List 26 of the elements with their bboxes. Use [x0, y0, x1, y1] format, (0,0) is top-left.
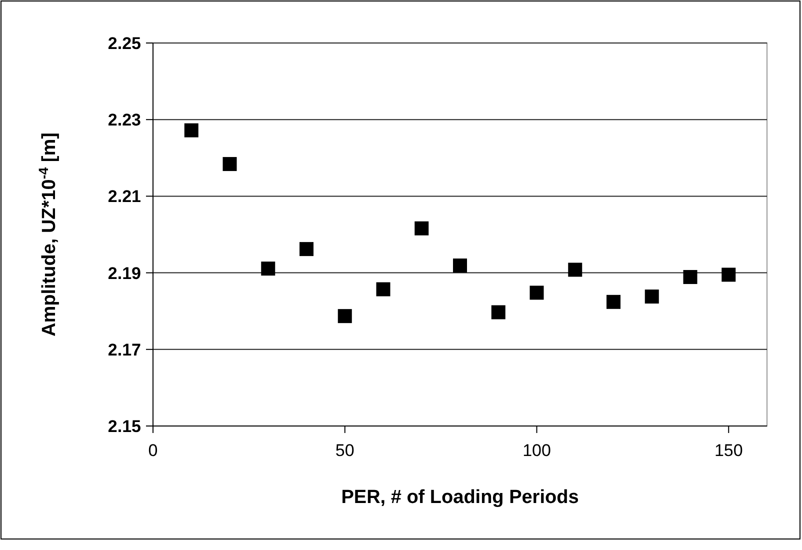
- point: [338, 309, 352, 324]
- y-tick-label: 2.15: [108, 416, 141, 436]
- x-tick-label: 150: [714, 441, 743, 460]
- x-tick-label: 50: [335, 441, 354, 460]
- y-tick-label: 2.23: [108, 110, 141, 130]
- point: [568, 262, 582, 277]
- point: [300, 242, 314, 256]
- y-tick-label: 2.17: [108, 340, 141, 360]
- point: [222, 157, 237, 172]
- point: [606, 294, 620, 309]
- point: [530, 286, 544, 300]
- point: [376, 282, 390, 296]
- point: [453, 258, 467, 273]
- point: [184, 123, 198, 138]
- y-tick-label: 2.19: [108, 264, 141, 283]
- x-tick-label: 100: [522, 441, 551, 460]
- point: [683, 270, 698, 284]
- point: [644, 290, 659, 304]
- y-tick-label: 2.21: [108, 187, 141, 206]
- point: [491, 305, 506, 320]
- x-tick-label: 0: [148, 441, 158, 460]
- point: [414, 221, 429, 236]
- point: [722, 268, 736, 282]
- x-axis-title: PER, # of Loading Periods: [341, 487, 579, 508]
- y-tick-label: 2.25: [108, 34, 141, 53]
- point: [261, 262, 276, 276]
